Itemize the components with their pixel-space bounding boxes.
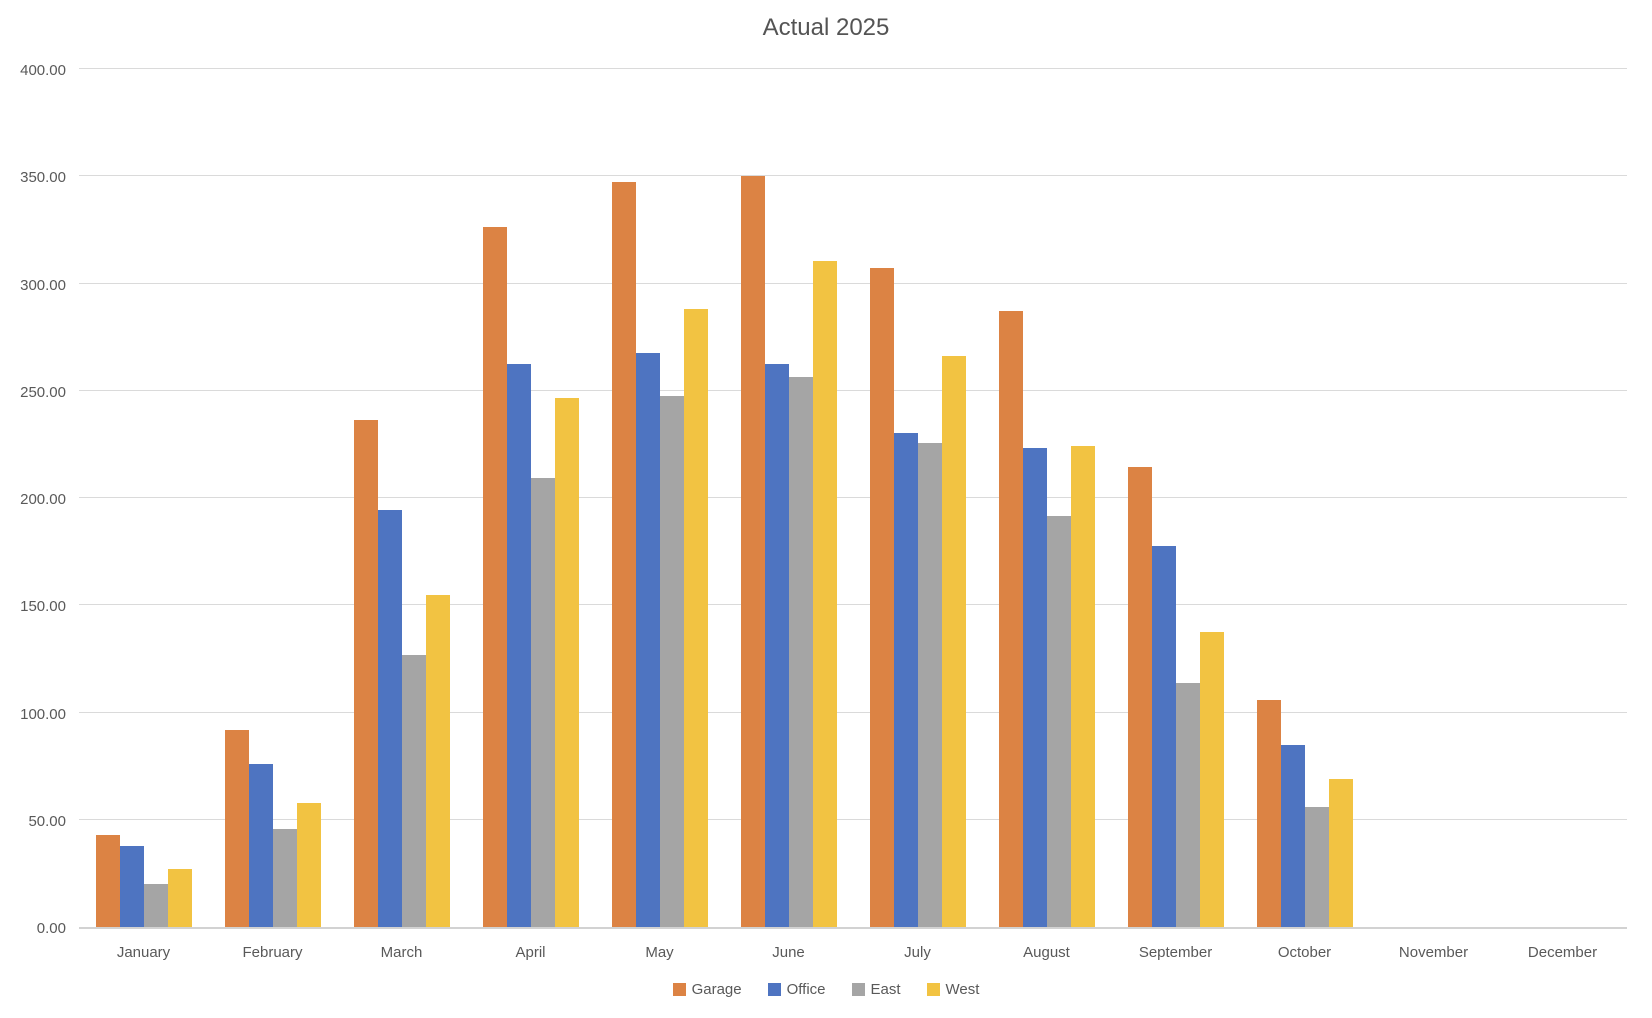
bar-garage-august xyxy=(998,310,1023,927)
legend-label-east: East xyxy=(870,981,901,998)
bar-cluster-december xyxy=(1498,71,1627,927)
gridline-100 xyxy=(79,711,1627,713)
bar-east-january xyxy=(143,884,168,927)
bar-east-may xyxy=(659,396,684,927)
bar-west-april xyxy=(554,398,579,927)
bar-west-january xyxy=(167,869,192,927)
legend: Garage Office East West xyxy=(0,981,1652,998)
x-tick-label-july: July xyxy=(904,944,931,961)
gridline-50 xyxy=(79,818,1627,820)
legend-swatch-west xyxy=(926,983,940,996)
y-tick-label: 100.00 xyxy=(20,705,66,723)
bar-west-march xyxy=(425,595,450,927)
bar-cluster-june xyxy=(724,71,853,927)
bar-office-february xyxy=(248,764,273,927)
bar-cluster-october xyxy=(1240,71,1369,927)
x-tick-label-april: April xyxy=(515,944,546,961)
x-tick-label-june: June xyxy=(772,944,805,961)
x-tick-label-february: February xyxy=(242,944,303,961)
x-tick-label-october: October xyxy=(1277,944,1332,961)
x-tick-label-september: September xyxy=(1138,944,1213,961)
bar-east-april xyxy=(530,477,555,927)
bar-cluster-july xyxy=(853,71,982,927)
bar-office-january xyxy=(119,845,144,927)
x-tick-label-january: January xyxy=(116,944,171,961)
bar-west-august xyxy=(1070,445,1095,927)
bar-office-august xyxy=(1022,447,1047,927)
bar-west-february xyxy=(296,802,321,927)
x-tick-label-may: May xyxy=(645,944,674,961)
x-tick-label-december: December xyxy=(1527,944,1598,961)
bar-cluster-february xyxy=(208,71,337,927)
gridline-300 xyxy=(79,282,1627,284)
bar-cluster-march xyxy=(337,71,466,927)
legend-swatch-office xyxy=(767,983,781,996)
bar-east-february xyxy=(272,828,297,927)
y-tick-label: 50.00 xyxy=(28,812,66,830)
bar-east-august xyxy=(1046,516,1071,927)
bar-garage-march xyxy=(353,419,378,927)
bar-cluster-august xyxy=(982,71,1111,927)
bar-east-march xyxy=(401,655,426,927)
bar-west-october xyxy=(1328,779,1353,927)
bar-office-april xyxy=(506,364,531,927)
legend-swatch-garage xyxy=(672,983,686,996)
legend-item-office: Office xyxy=(767,981,826,998)
bar-garage-july xyxy=(869,267,894,927)
x-tick-label-august: August xyxy=(1023,944,1070,961)
gridline-250 xyxy=(79,389,1627,391)
bar-office-may xyxy=(635,353,660,927)
x-axis-labels: January February March April May June July Augu… xyxy=(79,944,1627,966)
legend-item-garage: Garage xyxy=(672,981,742,998)
plot-area xyxy=(79,68,1627,929)
bar-west-june xyxy=(812,261,837,927)
bar-garage-may xyxy=(611,182,636,927)
gridline-350 xyxy=(79,175,1627,177)
legend-swatch-east xyxy=(851,983,865,996)
y-tick-label: 400.00 xyxy=(20,62,66,79)
y-tick-label: 200.00 xyxy=(20,491,66,508)
bar-west-september xyxy=(1199,631,1224,927)
bar-office-july xyxy=(893,432,918,927)
legend-label-west: West xyxy=(945,981,980,998)
gridline-400 xyxy=(79,68,1627,69)
bar-east-october xyxy=(1304,807,1329,927)
bar-garage-september xyxy=(1127,466,1152,927)
bar-east-july xyxy=(917,443,942,927)
bar-east-june xyxy=(788,377,813,927)
legend-item-west: West xyxy=(926,981,980,998)
y-tick-label: 0.00 xyxy=(36,920,66,937)
bar-west-may xyxy=(683,308,708,927)
bar-garage-june xyxy=(740,175,765,927)
bar-garage-february xyxy=(224,730,249,927)
bar-office-october xyxy=(1280,745,1305,927)
y-tick-label: 250.00 xyxy=(20,383,66,401)
gridline-200 xyxy=(79,497,1627,498)
bar-west-july xyxy=(941,355,966,927)
legend-item-east: East xyxy=(851,981,901,998)
chart-title: Actual 2025 xyxy=(762,14,890,41)
legend-label-office: Office xyxy=(786,981,826,998)
bar-garage-january xyxy=(95,834,120,927)
bar-garage-april xyxy=(482,227,507,927)
bar-cluster-january xyxy=(79,71,208,927)
y-tick-label: 150.00 xyxy=(20,598,66,616)
bar-cluster-may xyxy=(595,71,724,927)
x-tick-label-november: November xyxy=(1398,944,1469,961)
gridline-150 xyxy=(79,604,1627,606)
bar-east-september xyxy=(1175,683,1200,927)
bar-cluster-april xyxy=(466,71,595,927)
bar-office-march xyxy=(377,509,402,927)
bar-cluster-september xyxy=(1111,71,1240,927)
bar-cluster-november xyxy=(1369,71,1498,927)
x-tick-label-march: March xyxy=(380,944,423,961)
legend-label-garage: Garage xyxy=(691,981,742,998)
y-tick-label: 300.00 xyxy=(20,276,66,294)
bar-office-june xyxy=(764,364,789,927)
bar-office-september xyxy=(1151,546,1176,927)
bar-garage-october xyxy=(1256,700,1281,927)
y-tick-label: 350.00 xyxy=(20,169,66,187)
